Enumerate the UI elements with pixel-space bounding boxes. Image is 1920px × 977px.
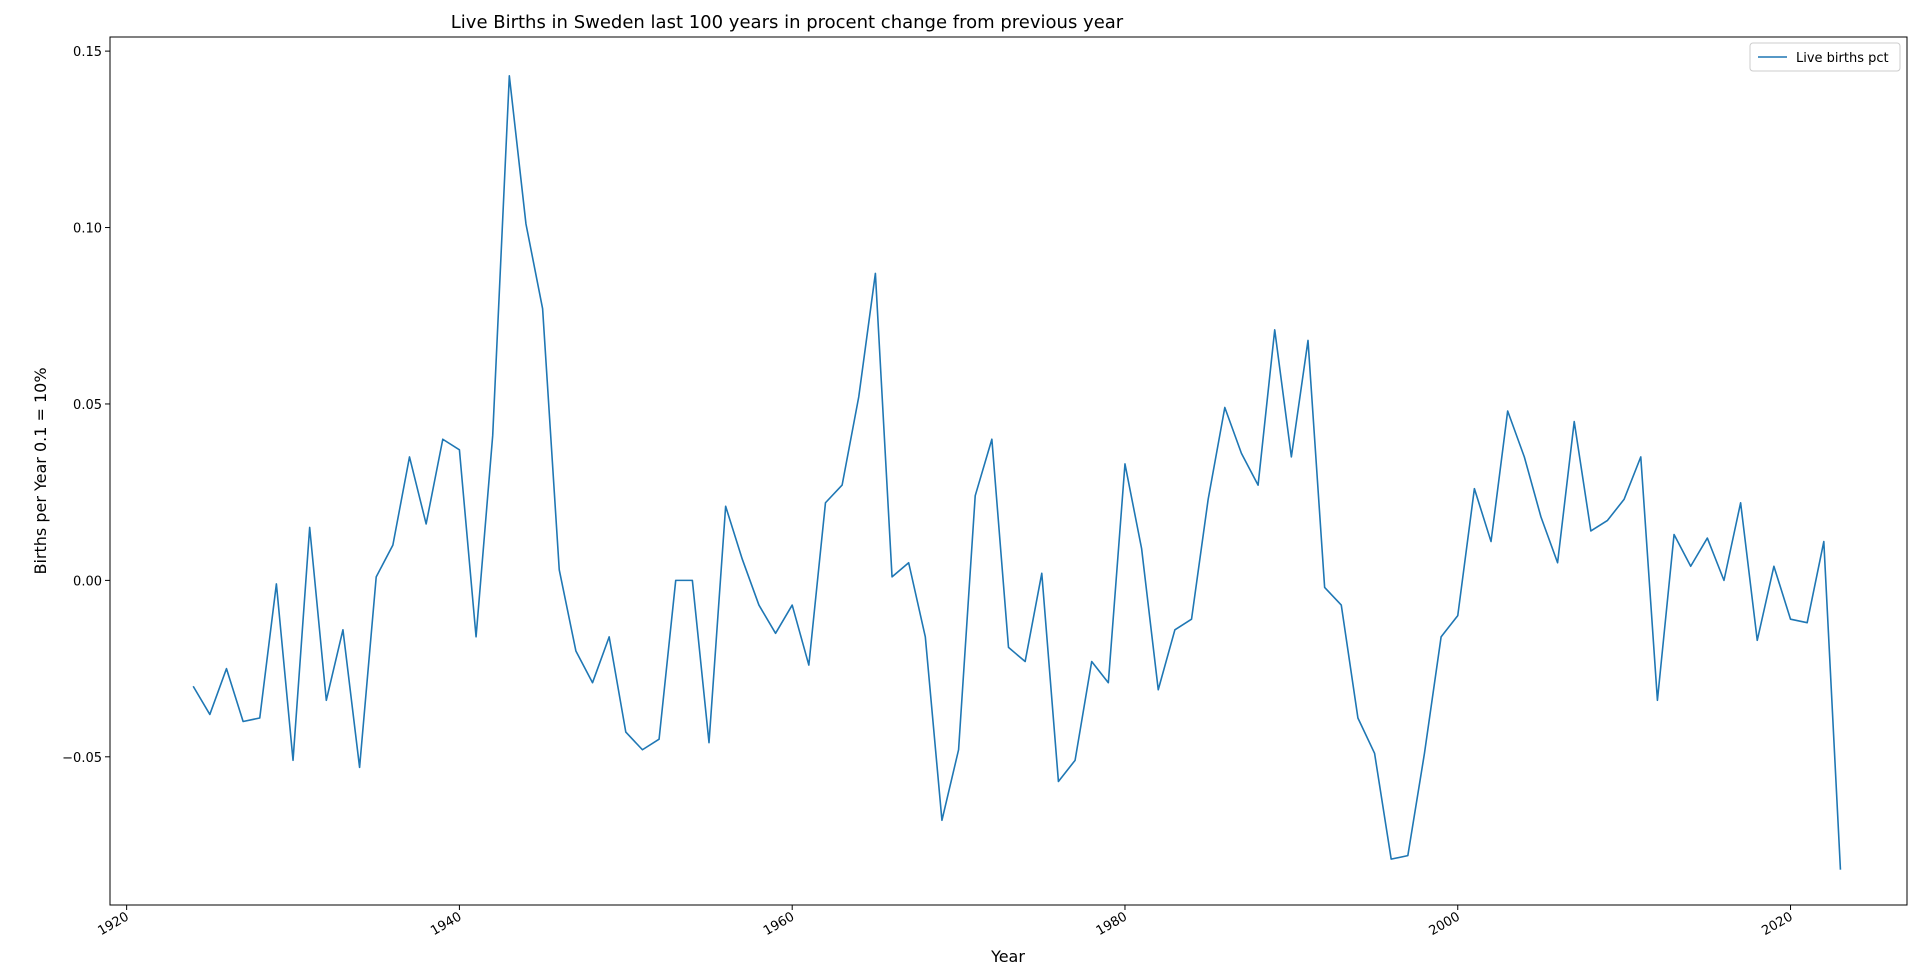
plot-area <box>192 75 1842 870</box>
plot-frame <box>109 36 1908 906</box>
legend-entry: Live births pct <box>1796 51 1889 66</box>
chart-title: Live Births in Sweden last 100 years in … <box>451 12 1124 33</box>
y-axis-label: Births per Year 0.1 = 10% <box>31 367 50 574</box>
y-tick-label: 0.15 <box>73 45 102 60</box>
y-tick-label: 0.10 <box>73 222 102 237</box>
y-tick-label: 0.00 <box>73 574 102 589</box>
y-tick-label: 0.05 <box>73 398 102 413</box>
legend: Live births pct <box>1749 42 1901 72</box>
legend-box <box>1749 42 1901 72</box>
y-tick-label: −0.05 <box>62 751 102 766</box>
series-line-live-births-pct <box>192 75 1842 870</box>
x-axis-label: Year <box>990 947 1025 966</box>
